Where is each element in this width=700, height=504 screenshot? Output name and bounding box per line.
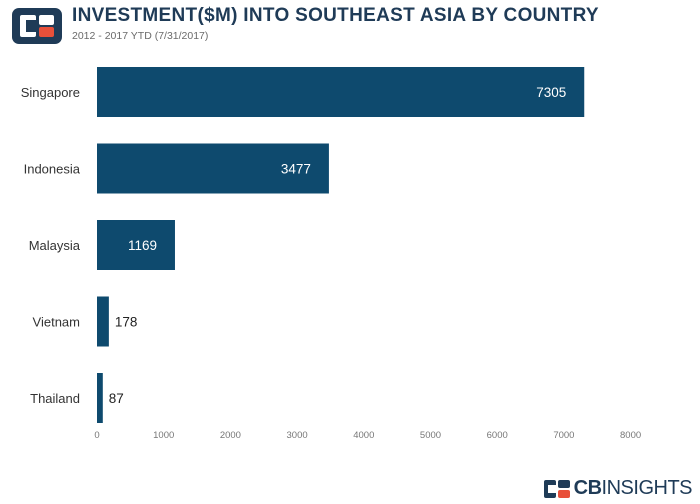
x-tick-label: 7000	[553, 430, 574, 441]
category-label-vietnam: Vietnam	[33, 315, 80, 330]
x-tick-label: 5000	[420, 430, 441, 441]
value-label-malaysia: 1169	[128, 238, 157, 253]
bar-indonesia	[97, 143, 329, 194]
cb-insights-logo-icon	[12, 8, 62, 44]
category-label-malaysia: Malaysia	[29, 238, 81, 253]
footer-brand-text: CBINSIGHTS	[573, 477, 693, 500]
bar-singapore	[97, 67, 585, 117]
category-label-singapore: Singapore	[21, 85, 80, 100]
x-tick-label: 8000	[620, 430, 641, 441]
chart-subtitle: 2012 - 2017 YTD (7/31/2017)	[72, 30, 209, 42]
footer-brand-bold: CB	[573, 477, 602, 499]
value-label-indonesia: 3477	[281, 162, 311, 177]
x-tick-label: 0	[94, 430, 99, 441]
x-tick-label: 3000	[287, 430, 308, 441]
x-tick-label: 1000	[153, 430, 174, 441]
value-label-singapore: 7305	[536, 85, 566, 100]
x-tick-label: 2000	[220, 430, 241, 441]
chart-title: INVESTMENT($M) INTO SOUTHEAST ASIA BY CO…	[72, 5, 599, 26]
value-label-vietnam: 178	[115, 315, 138, 330]
bar-chart: Singapore 7305 Indonesia 3477 Malaysia 1169 Vi…	[21, 67, 641, 441]
category-label-thailand: Thailand	[30, 391, 80, 406]
cb-insights-footer-icon	[543, 479, 570, 498]
footer-brand-rest: INSIGHTS	[601, 477, 693, 499]
x-tick-label: 6000	[487, 430, 508, 441]
bar-vietnam	[97, 296, 109, 347]
x-tick-label: 4000	[353, 430, 374, 441]
value-label-thailand: 87	[109, 391, 124, 406]
footer-brand: CBINSIGHTS	[543, 477, 693, 500]
category-label-indonesia: Indonesia	[24, 162, 81, 177]
bar-malaysia	[97, 220, 175, 270]
bar-thailand	[97, 373, 103, 423]
